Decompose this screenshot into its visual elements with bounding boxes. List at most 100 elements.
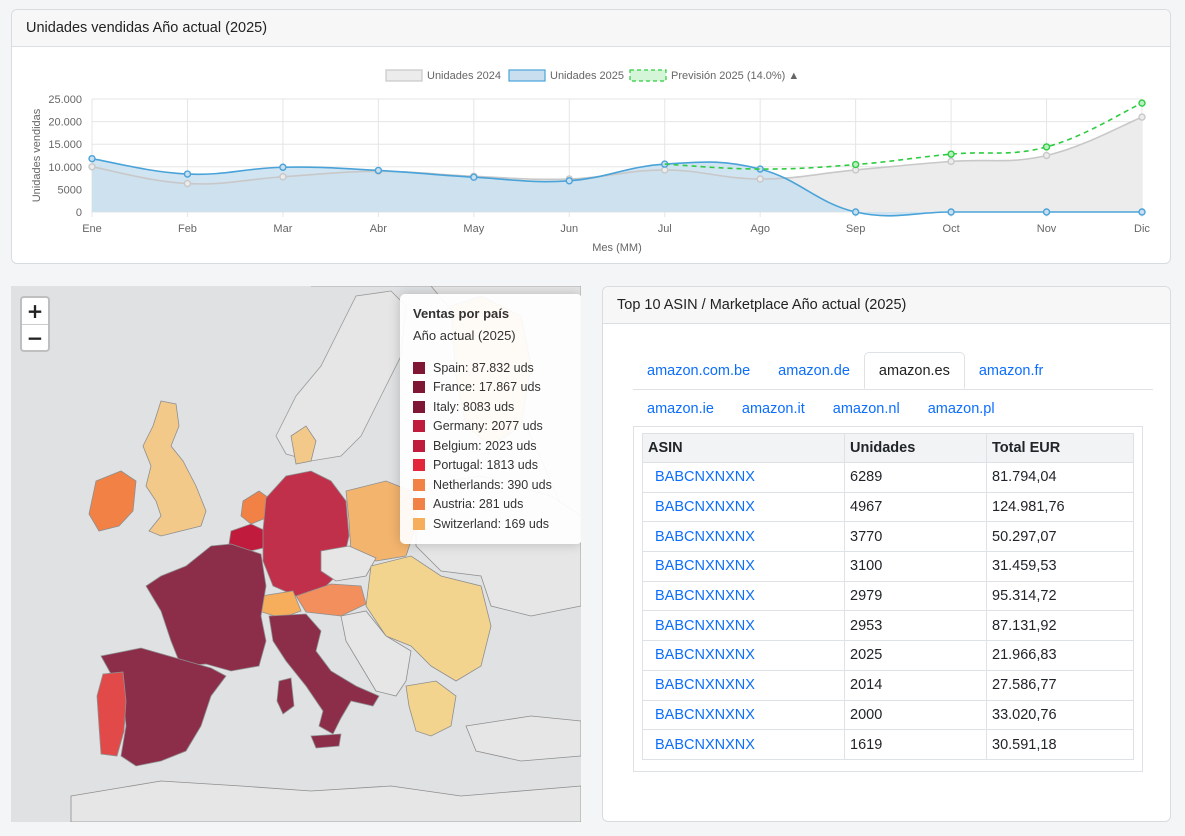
sales-map[interactable]: + − Ventas por país Año actual (2025) Sp… <box>11 286 581 822</box>
asin-link[interactable]: BABCNXNXNX <box>642 491 845 523</box>
data-point <box>756 175 764 183</box>
asin-link[interactable]: BABCNXNXNX <box>642 640 845 671</box>
total-cell: 21.966,83 <box>986 640 1134 671</box>
x-tick-label: Oct <box>943 223 960 235</box>
tab-amazon-fr[interactable]: amazon.fr <box>978 362 1044 379</box>
data-point <box>1042 143 1051 151</box>
x-axis-label: Mes (MM) <box>592 242 642 254</box>
series-line <box>91 157 1142 217</box>
legend-title: Ventas por país <box>413 306 510 321</box>
x-tick-label: Nov <box>1037 223 1057 235</box>
zoom-control: + − <box>20 296 50 352</box>
units-cell: 2000 <box>844 699 987 731</box>
ireland <box>88 470 137 532</box>
balkans-west <box>340 610 412 697</box>
data-point <box>470 173 478 181</box>
table-row: BABCNXNXNX 2953 87.131,92 <box>642 610 1134 642</box>
tab-amazon-nl[interactable]: amazon.nl <box>832 400 900 417</box>
units-cell: 2025 <box>844 640 987 671</box>
denmark <box>290 425 317 465</box>
units-cell: 3100 <box>844 551 987 582</box>
data-point <box>947 157 955 166</box>
czechia <box>320 545 377 582</box>
asin-link[interactable]: BABCNXNXNX <box>642 669 845 701</box>
total-cell: 33.020,76 <box>986 699 1134 731</box>
legend-swatch <box>385 69 423 82</box>
series-line <box>91 116 1143 185</box>
table-header-row: ASIN Unidades Total EUR <box>642 433 1134 463</box>
tab-amazon-es[interactable]: amazon.es <box>863 352 965 389</box>
legend-item: Spain: 87.832 uds <box>413 358 569 378</box>
legend-item: Belgium: 2023 uds <box>413 436 569 456</box>
y-tick-label: 0 <box>76 207 82 219</box>
sardinia <box>276 677 295 715</box>
marketplace-tabs: amazon.com.be amazon.de amazon.es amazon.fr… <box>633 352 1153 427</box>
data-point <box>374 166 383 175</box>
tab-amazon-it[interactable]: amazon.it <box>741 400 805 417</box>
total-cell: 27.586,77 <box>986 669 1134 701</box>
table-row: BABCNXNXNX 2979 95.314,72 <box>642 580 1134 612</box>
tab-amazon-de[interactable]: amazon.de <box>778 362 850 379</box>
x-tick-label: Jul <box>658 223 672 235</box>
legend-label: Spain: 87.832 uds <box>433 360 534 375</box>
data-point <box>1138 99 1146 107</box>
greece <box>405 680 457 737</box>
x-tick-label: Ene <box>82 223 102 235</box>
total-cell: 50.297,07 <box>986 521 1134 553</box>
data-point <box>851 160 860 169</box>
zoom-in-button[interactable]: + <box>26 299 44 323</box>
data-point <box>88 163 96 171</box>
asin-link[interactable]: BABCNXNXNX <box>642 699 845 731</box>
tab-amazon-com-be[interactable]: amazon.com.be <box>647 362 751 379</box>
legend-label: Portugal: 1813 uds <box>433 458 538 473</box>
y-tick-label: 25.000 <box>48 94 82 106</box>
legend-swatch <box>413 517 425 530</box>
asin-link[interactable]: BABCNXNXNX <box>642 462 845 493</box>
chart-card-title: Unidades vendidas Año actual (2025) <box>12 10 1170 47</box>
asin-link[interactable]: BABCNXNXNX <box>642 729 845 760</box>
tab-amazon-ie[interactable]: amazon.ie <box>647 400 714 417</box>
units-cell: 1619 <box>844 729 987 760</box>
units-cell: 4967 <box>844 491 987 523</box>
y-axis-label: Unidades vendidas <box>31 108 43 202</box>
asin-table: ASIN Unidades Total EUR BABCNXNXNX 6289 81… <box>642 433 1134 760</box>
y-tick-label: 10.000 <box>48 162 82 174</box>
legend-label: Netherlands: 390 uds <box>433 477 552 492</box>
series-area <box>92 158 1142 216</box>
tab-amazon-pl[interactable]: amazon.pl <box>927 400 995 417</box>
table-row: BABCNXNXNX 2000 33.020,76 <box>642 699 1134 731</box>
asin-table-wrapper: ASIN Unidades Total EUR BABCNXNXNX 6289 81… <box>633 426 1143 772</box>
legend-item: Italy: 8083 uds <box>413 397 569 417</box>
legend-item: Austria: 281 uds <box>413 495 569 515</box>
series-line <box>664 102 1143 170</box>
table-body: BABCNXNXNX 6289 81.794,04 BABCNXNXNX 4967 124… <box>642 462 1134 760</box>
portugal <box>96 671 127 757</box>
legend-label: Belgium: 2023 uds <box>433 438 537 453</box>
x-tick-label: Sep <box>846 223 866 235</box>
y-tick-label: 20.000 <box>48 117 82 129</box>
total-cell: 87.131,92 <box>986 610 1134 642</box>
table-row: BABCNXNXNX 4967 124.981,76 <box>642 491 1134 523</box>
table-row: BABCNXNXNX 3770 50.297,07 <box>642 521 1134 553</box>
legend-swatch <box>413 478 425 491</box>
table-row: BABCNXNXNX 1619 30.591,18 <box>642 729 1134 760</box>
asin-link[interactable]: BABCNXNXNX <box>642 551 845 582</box>
x-tick-label: Jun <box>560 223 578 235</box>
x-tick-label: Ago <box>750 223 770 235</box>
x-tick-label: Mar <box>273 223 292 235</box>
asin-link[interactable]: BABCNXNXNX <box>642 610 845 642</box>
asin-link[interactable]: BABCNXNXNX <box>642 580 845 612</box>
col-total: Total EUR <box>986 433 1134 463</box>
data-point <box>88 154 96 163</box>
legend-label: Unidades 2024 <box>427 70 501 82</box>
y-tick-label: 15.000 <box>48 139 82 151</box>
zoom-out-button[interactable]: − <box>22 324 48 350</box>
x-tick-label: Abr <box>370 223 387 235</box>
legend-swatch <box>413 361 425 374</box>
x-tick-label: May <box>463 223 484 235</box>
units-cell: 6289 <box>844 462 987 493</box>
units-line-chart: 0 5000 10.000 15.000 20.000 25.000 Ene Feb Mar Ab… <box>31 69 1150 254</box>
x-tick-label: Dic <box>1134 223 1150 235</box>
table-row: BABCNXNXNX 6289 81.794,04 <box>642 462 1134 493</box>
asin-link[interactable]: BABCNXNXNX <box>642 521 845 553</box>
